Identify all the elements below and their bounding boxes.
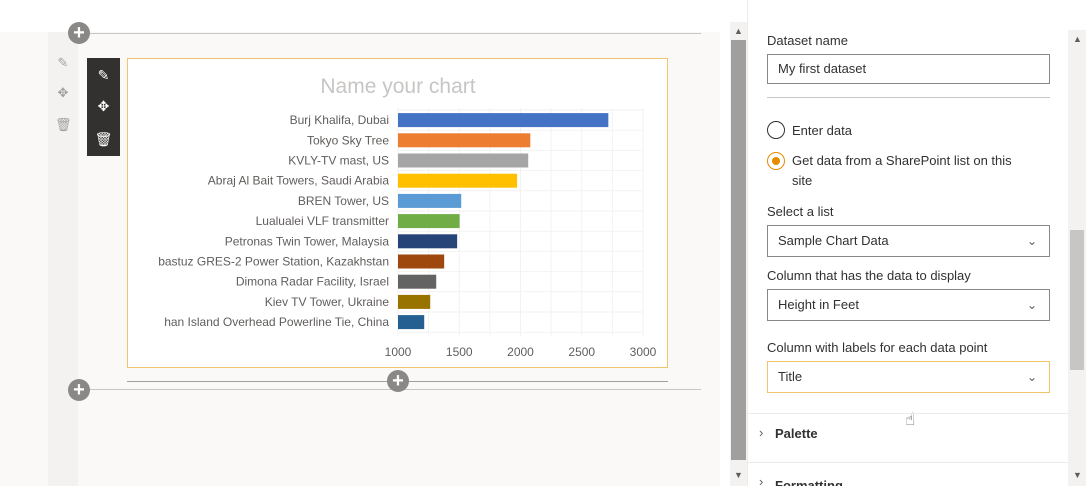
select-list-dropdown[interactable]: Sample Chart Data ⌄ — [767, 225, 1050, 257]
select-list-label: Select a list — [767, 204, 834, 219]
move-section-icon[interactable]: ✥ — [57, 85, 69, 100]
sharepoint-list-label-line2: site — [792, 173, 813, 188]
pane-scroll-down-icon[interactable]: ▼ — [1073, 470, 1082, 480]
column-data-dropdown[interactable]: Height in Feet ⌄ — [767, 289, 1050, 321]
chevron-down-icon: ⌄ — [1026, 298, 1037, 312]
bar — [398, 133, 531, 148]
category-label: Lualualei VLF transmitter — [256, 214, 389, 228]
enter-data-radio[interactable] — [767, 121, 785, 139]
pane-divider — [767, 97, 1050, 98]
scroll-down-icon[interactable]: ▼ — [734, 470, 743, 480]
pane-group-divider-2 — [748, 462, 1068, 463]
x-tick-label: 2500 — [568, 345, 595, 359]
category-label: Abraj Al Bait Towers, Saudi Arabia — [208, 174, 390, 188]
chart-title[interactable]: Name your chart — [320, 75, 475, 98]
add-section-top-button[interactable]: + — [68, 22, 90, 44]
category-label: bastuz GRES-2 Power Station, Kazakhstan — [158, 255, 389, 269]
column-labels-dropdown[interactable]: Title ⌄ — [767, 361, 1050, 393]
chevron-right-icon[interactable]: › — [759, 425, 764, 440]
category-label: Kiev TV Tower, Ukraine — [265, 295, 390, 309]
quick-chart-webpart[interactable]: Name your chart Burj Khalifa, Dubai Tokyo… — [127, 58, 668, 368]
category-label: BREN Tower, US — [298, 194, 389, 208]
category-label: Dimona Radar Facility, Israel — [236, 275, 389, 289]
bar — [398, 173, 518, 188]
category-label: Tokyo Sky Tree — [307, 133, 389, 147]
section-divider-top — [80, 33, 701, 34]
category-label: Burj Khalifa, Dubai — [290, 113, 389, 127]
bar — [398, 254, 445, 269]
pane-group-divider — [748, 413, 1068, 414]
column-data-label: Column that has the data to display — [767, 268, 971, 283]
bar-chart: Name your chart Burj Khalifa, Dubai Tokyo… — [158, 75, 657, 359]
bar — [398, 315, 425, 330]
canvas-top-strip — [0, 0, 720, 32]
add-webpart-button[interactable]: + — [387, 370, 409, 392]
bar — [398, 214, 460, 229]
bar — [398, 193, 462, 208]
dataset-name-label: Dataset name — [767, 33, 848, 48]
category-label: Petronas Twin Tower, Malaysia — [225, 234, 390, 248]
bar — [398, 294, 431, 309]
canvas-scroll-thumb[interactable] — [731, 40, 746, 460]
add-section-bottom-button[interactable]: + — [68, 379, 90, 401]
bar — [398, 234, 458, 249]
chevron-down-icon: ⌄ — [1026, 370, 1037, 384]
x-tick-label: 2000 — [507, 345, 534, 359]
select-list-value: Sample Chart Data — [778, 233, 889, 248]
column-labels-value: Title — [778, 369, 803, 384]
chevron-right-icon[interactable]: › — [759, 474, 764, 489]
scroll-up-icon[interactable]: ▲ — [734, 26, 743, 36]
category-label: KVLY-TV mast, US — [288, 154, 389, 168]
palette-group-header[interactable]: Palette — [775, 426, 818, 441]
enter-data-label: Enter data — [792, 123, 852, 138]
bar — [398, 274, 437, 289]
pane-scroll-up-icon[interactable]: ▲ — [1073, 34, 1082, 44]
bar — [398, 113, 609, 128]
sharepoint-list-label-line1: Get data from a SharePoint list on this — [792, 153, 1012, 168]
move-icon[interactable]: ✥ — [97, 98, 110, 114]
delete-section-icon[interactable]: 🗑 — [55, 117, 72, 132]
pane-scroll-thumb[interactable] — [1070, 230, 1084, 370]
x-tick-label: 3000 — [630, 345, 657, 359]
chevron-down-icon: ⌄ — [1026, 234, 1037, 248]
x-tick-label: 1000 — [385, 345, 412, 359]
sharepoint-list-radio[interactable] — [767, 152, 785, 170]
column-labels-label: Column with labels for each data point — [767, 340, 988, 355]
dataset-name-input[interactable]: My first dataset — [767, 54, 1050, 84]
column-data-value: Height in Feet — [778, 297, 859, 312]
pencil-icon[interactable]: ✎ — [97, 67, 110, 83]
trash-icon[interactable]: 🗑 — [94, 131, 113, 147]
webpart-toolbar: ✎ ✥ 🗑 — [87, 58, 120, 156]
x-tick-label: 1500 — [446, 345, 473, 359]
edit-section-icon[interactable]: ✎ — [57, 55, 69, 70]
formatting-group-header[interactable]: Formatting — [775, 478, 843, 486]
section-toolbar-rail — [48, 32, 78, 486]
category-label: han Island Overhead Powerline Tie, China — [164, 315, 389, 329]
hand-cursor-icon: ☝ — [905, 410, 916, 429]
bar — [398, 153, 529, 168]
